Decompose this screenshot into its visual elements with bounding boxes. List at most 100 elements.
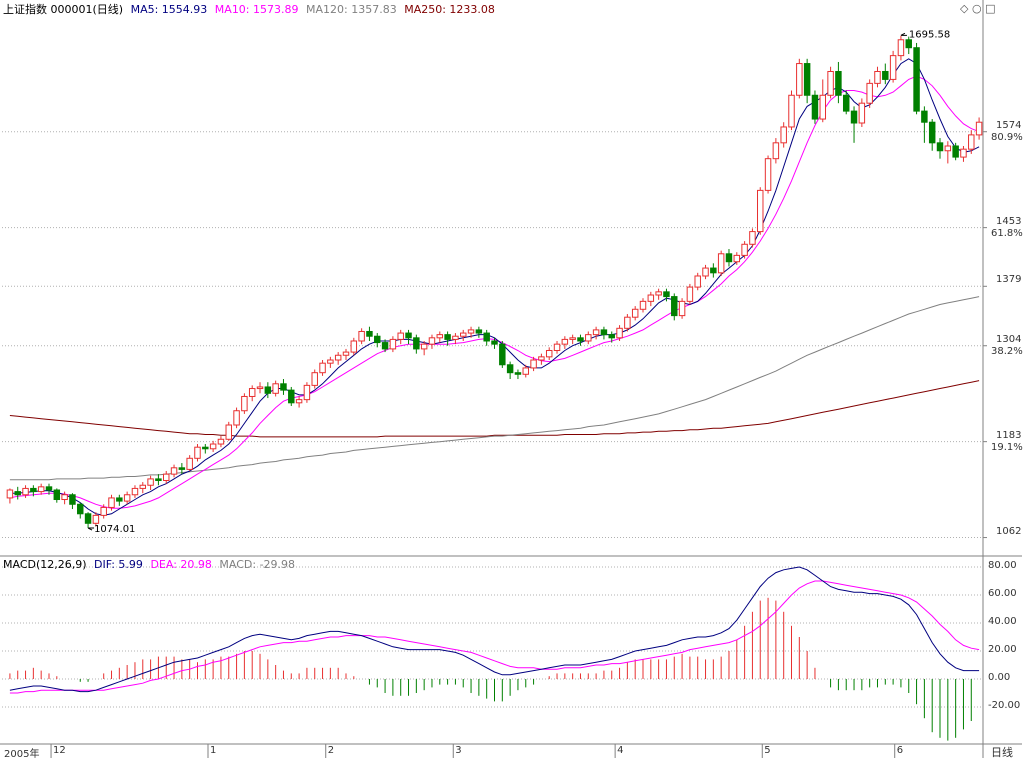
candle [342, 348, 350, 361]
candle-body [6, 489, 14, 499]
time-label: 12 [53, 745, 66, 756]
candle-body [835, 70, 842, 96]
candle-body [522, 367, 529, 375]
time-label: 1 [210, 745, 217, 756]
candle-body [819, 94, 827, 120]
ma120-value: MA120: 1357.83 [306, 3, 397, 16]
ma5-line [9, 58, 980, 516]
candle [475, 326, 483, 338]
candle-body [561, 338, 569, 345]
close-icon[interactable]: ○ [971, 2, 982, 15]
candle [350, 337, 358, 356]
candle [975, 117, 983, 140]
candle-body [624, 316, 631, 329]
ma120-line [9, 296, 980, 481]
candle [123, 491, 131, 505]
dif-line [9, 566, 980, 693]
candle [506, 361, 514, 380]
candle-body [30, 487, 37, 493]
candle [209, 440, 217, 452]
index-name: 上证指数 000001(日线) [3, 3, 124, 16]
candle-body [850, 110, 858, 124]
candle-body [366, 330, 373, 337]
candle [413, 334, 420, 354]
candle [84, 512, 92, 529]
candle [92, 512, 100, 527]
candle [303, 382, 311, 403]
macd-title: MACD(12,26,9) [3, 558, 87, 571]
candle [772, 138, 780, 164]
candle-body [796, 63, 803, 96]
candle-body [334, 354, 342, 361]
candle [30, 485, 37, 497]
candle [545, 347, 553, 361]
candle [530, 356, 537, 372]
candle [757, 187, 764, 235]
macd-header: MACD(12,26,9) DIF: 5.99 DEA: 20.98 MACD:… [3, 558, 299, 571]
candle [61, 491, 68, 505]
candle-body [272, 383, 279, 394]
candle-body [702, 267, 709, 277]
candle-body [178, 467, 186, 470]
low-arrow [87, 527, 95, 531]
candle [319, 360, 326, 376]
candle-body [92, 514, 100, 524]
candle-body [123, 494, 131, 502]
candle-body [928, 121, 936, 144]
candle-body [491, 340, 498, 345]
high-arrow [900, 32, 907, 36]
candle [577, 334, 584, 346]
candle-body [37, 486, 45, 493]
candle [131, 485, 139, 498]
macd-tick-label: 60.00 [988, 588, 1017, 599]
maximize-icon[interactable]: □ [985, 2, 996, 15]
candle [381, 339, 389, 353]
candle-body [327, 359, 334, 364]
ma250-line [9, 380, 980, 438]
candle-body [77, 503, 84, 515]
candle-body [585, 334, 592, 342]
period-label[interactable]: 日线 [991, 746, 1013, 759]
candle-body [514, 372, 522, 375]
candle-body [655, 291, 662, 296]
candle [514, 369, 522, 380]
candle [405, 329, 412, 345]
candle-body [147, 478, 154, 486]
candle-body [725, 253, 733, 263]
candle-body [772, 142, 780, 160]
restore-icon[interactable]: ◇ [960, 2, 969, 15]
candle [491, 337, 498, 349]
candle-body [452, 335, 459, 340]
candle [202, 444, 209, 454]
time-label: 4 [617, 745, 624, 756]
price-tick-label: 1574 [996, 119, 1022, 131]
dea-value: DEA: 20.98 [150, 558, 212, 571]
candle-body [764, 158, 772, 191]
candle [194, 444, 201, 462]
candle-body [225, 424, 232, 440]
candle [389, 336, 397, 353]
candle-body [374, 335, 381, 344]
candle [827, 66, 834, 99]
time-label: 6 [896, 745, 904, 756]
candle [592, 326, 600, 340]
price-tick-label: 1453 [996, 215, 1022, 227]
candle-body [155, 478, 162, 481]
time-label: 5 [764, 745, 771, 756]
candle [741, 241, 748, 259]
candle-body [678, 300, 686, 317]
candle [717, 250, 725, 276]
candle [233, 407, 240, 429]
macd-tick-label: 40.00 [988, 616, 1017, 627]
candle [835, 61, 842, 104]
price-tick-label: 1304 [996, 333, 1022, 345]
candle [460, 329, 467, 341]
low-label: 1074.01 [94, 524, 135, 535]
candle [444, 331, 451, 346]
macd-tick-label: 20.00 [988, 644, 1017, 655]
candle-body [483, 332, 490, 342]
candle-body [22, 487, 29, 496]
candle [538, 353, 545, 365]
